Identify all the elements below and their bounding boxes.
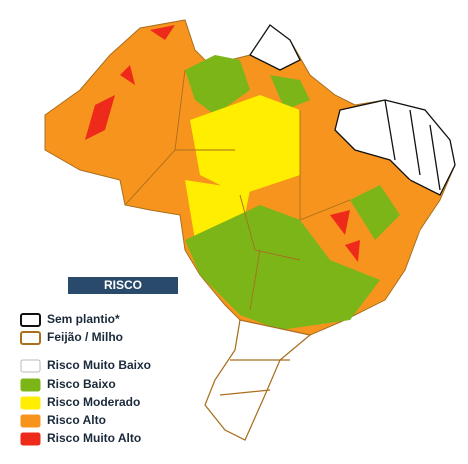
legend-label: Sem plantio* xyxy=(47,312,120,326)
region-baixo-south xyxy=(185,185,400,330)
legend-swatch xyxy=(20,359,41,373)
legend-label: Risco Muito Alto xyxy=(47,431,141,445)
legend-swatch xyxy=(20,432,41,446)
state-borders xyxy=(124,69,351,311)
legend-swatch xyxy=(20,331,41,345)
region-baixo-north xyxy=(185,55,310,115)
region-sem-plantio xyxy=(334,99,456,196)
legend-label: Risco Moderado xyxy=(47,395,140,409)
region-moderado-center xyxy=(185,95,300,240)
region-sem-plantio-north xyxy=(249,24,301,71)
legend-swatch xyxy=(20,396,41,410)
legend-swatch xyxy=(20,378,41,392)
legend-title-bar xyxy=(68,277,178,294)
legend-label: Risco Muito Baixo xyxy=(47,358,151,372)
legend-label: Risco Alto xyxy=(47,413,106,427)
legend-swatch xyxy=(20,313,41,327)
legend-swatch xyxy=(20,414,41,428)
legend-label: Feijão / Milho xyxy=(47,330,123,344)
legend-label: Risco Baixo xyxy=(47,377,116,391)
region-muito-baixo-south xyxy=(204,319,312,441)
legend-title: RISCO xyxy=(104,278,142,292)
brazil-map xyxy=(44,19,456,441)
